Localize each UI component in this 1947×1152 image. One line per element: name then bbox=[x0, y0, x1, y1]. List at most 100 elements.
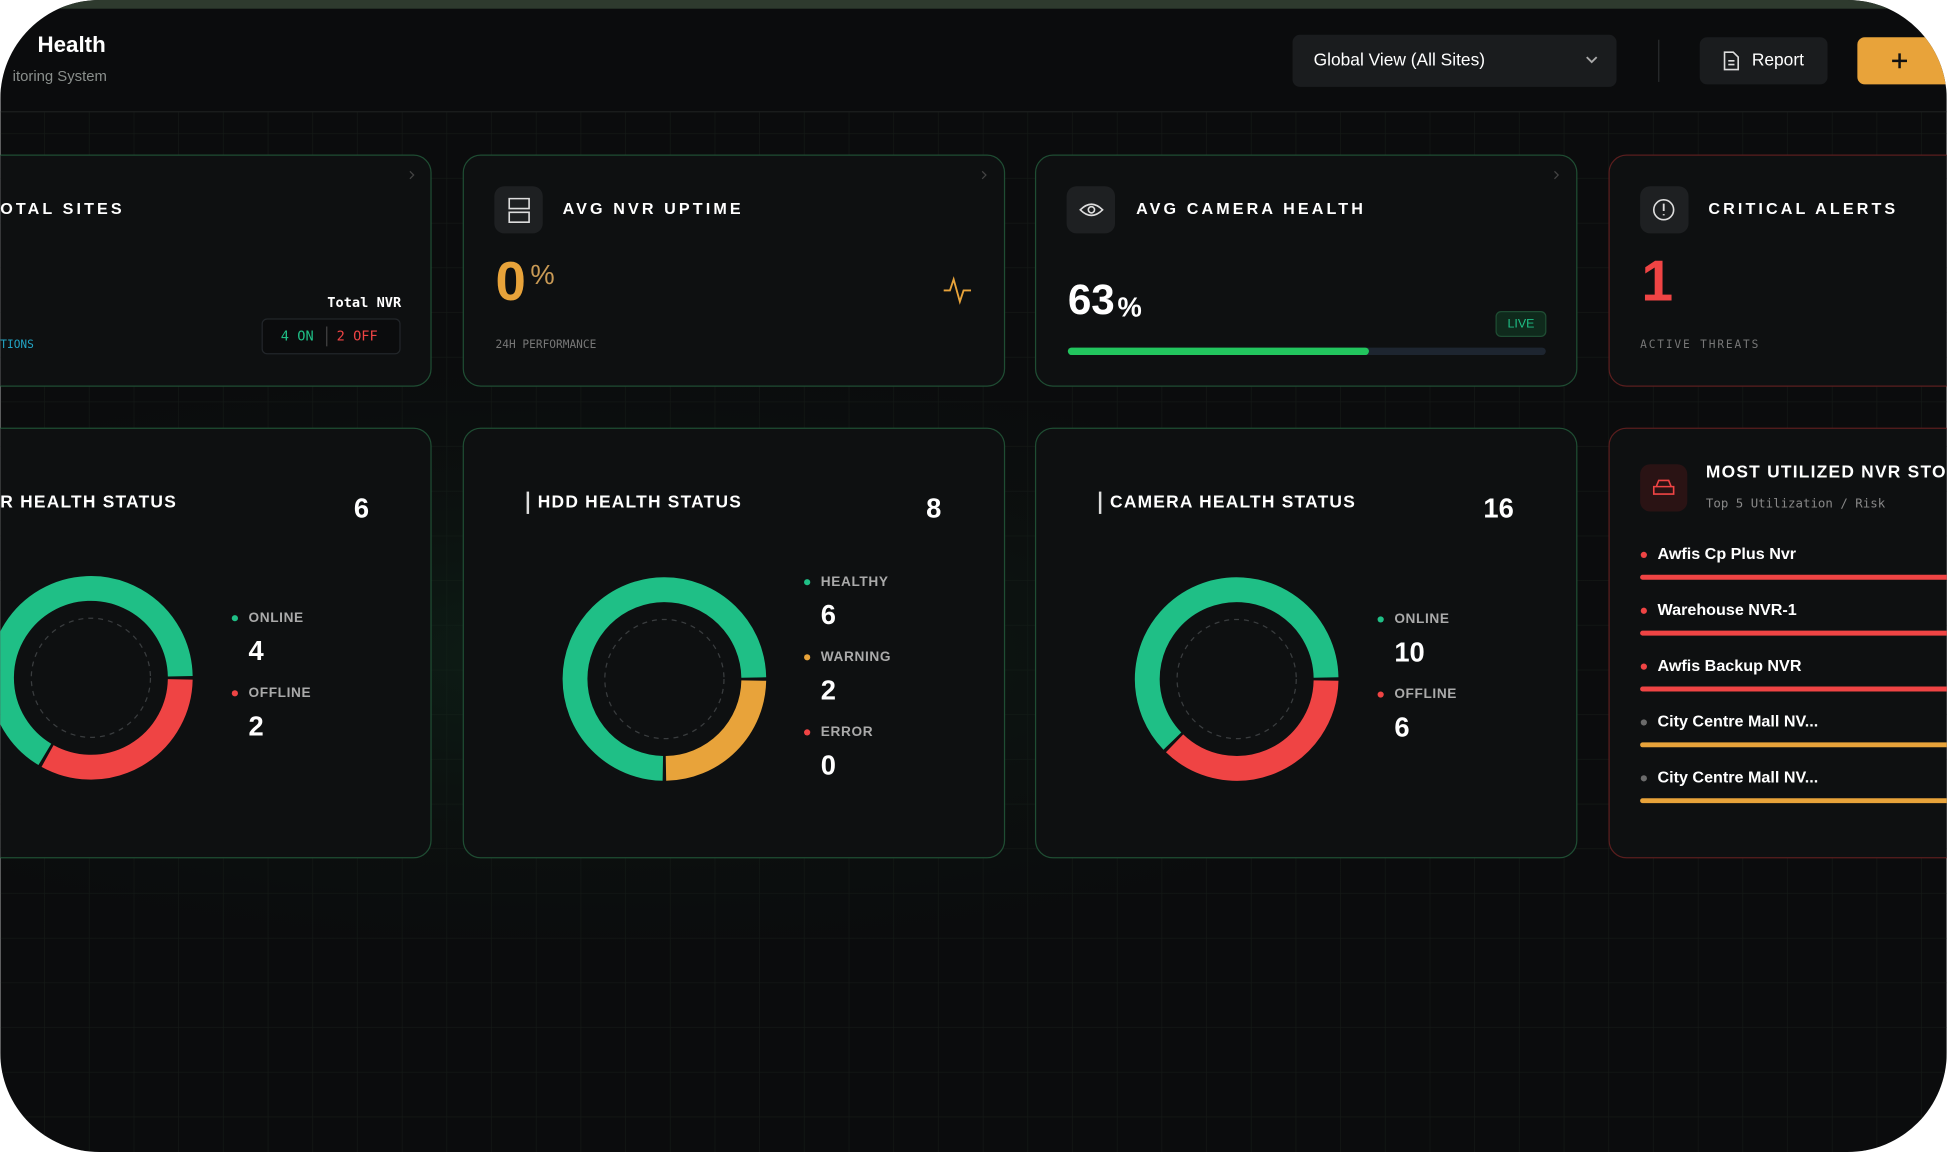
item-name: Awfis Backup NVR bbox=[1658, 657, 1802, 675]
pulse-icon bbox=[943, 276, 972, 305]
chevron bbox=[1586, 56, 1598, 64]
progress-fill bbox=[1067, 347, 1369, 356]
on-count: 4 ON bbox=[281, 328, 314, 344]
card-chevrons bbox=[409, 170, 1560, 180]
legend-dot bbox=[804, 729, 811, 736]
alerts-value: 1 bbox=[1641, 250, 1673, 314]
card-footer: ACTIVE THREATS bbox=[1640, 338, 1760, 351]
donut-segment bbox=[562, 577, 767, 781]
item-dot bbox=[1640, 775, 1647, 782]
select-text[interactable]: Global View (All Sites) bbox=[1314, 49, 1485, 69]
card[interactable] bbox=[462, 154, 1006, 387]
card-title: R HEALTH STATUS bbox=[0, 491, 177, 511]
select-box[interactable] bbox=[1292, 34, 1617, 87]
item-bar bbox=[1640, 686, 1947, 692]
camera-unit: % bbox=[1118, 291, 1142, 322]
drive-icon bbox=[1652, 479, 1675, 495]
server-icon bbox=[508, 197, 530, 224]
button-text[interactable]: Report bbox=[1752, 49, 1804, 69]
card-title: CAMERA HEALTH STATUS bbox=[1110, 491, 1356, 511]
legend-value: 2 bbox=[821, 674, 836, 705]
card-title: AVG CAMERA HEALTH bbox=[1136, 200, 1366, 218]
card-subtitle: Top 5 Utilization / Risk bbox=[1706, 496, 1886, 511]
donut-segment bbox=[1165, 680, 1339, 781]
icon-box bbox=[494, 186, 543, 234]
top-strip bbox=[0, 0, 1947, 9]
legend-dot bbox=[804, 579, 811, 586]
doc-icon bbox=[1723, 51, 1739, 71]
legend-label: ONLINE bbox=[249, 610, 304, 625]
legend-dot bbox=[1377, 691, 1384, 698]
legend-label: HEALTHY bbox=[821, 574, 889, 589]
card-total: 16 bbox=[1483, 492, 1513, 523]
legend-value: 0 bbox=[821, 749, 836, 780]
card-total: 8 bbox=[926, 492, 941, 523]
legend-label: WARNING bbox=[821, 649, 891, 664]
report-button[interactable]: Report bbox=[1699, 37, 1828, 85]
eye-icon bbox=[1079, 203, 1104, 217]
legend-dot bbox=[231, 690, 238, 697]
title-bar bbox=[526, 491, 530, 514]
app-title: Health bbox=[38, 32, 106, 57]
legend-value: 6 bbox=[1394, 712, 1409, 743]
legend-label: ONLINE bbox=[1394, 611, 1449, 626]
total-label: Total NVR bbox=[327, 295, 402, 311]
item-name: City Centre Mall NV... bbox=[1658, 713, 1819, 731]
item-bar bbox=[1640, 798, 1947, 804]
live-badge bbox=[1495, 310, 1547, 338]
legend-dot bbox=[804, 654, 811, 661]
item-bar bbox=[1640, 574, 1947, 580]
card-title: MOST UTILIZED NVR STO bbox=[1706, 462, 1947, 482]
card-title: CRITICAL ALERTS bbox=[1708, 200, 1898, 218]
legend-label: OFFLINE bbox=[1394, 686, 1457, 701]
donut-segment bbox=[665, 679, 767, 781]
button-bg[interactable] bbox=[1699, 37, 1828, 85]
item-dot bbox=[1640, 607, 1647, 614]
card[interactable] bbox=[0, 427, 432, 859]
donut-segment bbox=[0, 576, 193, 766]
item-dot bbox=[1640, 719, 1647, 726]
card[interactable] bbox=[1608, 427, 1947, 859]
site-select[interactable]: Global View (All Sites) bbox=[1292, 34, 1617, 87]
plus-icon bbox=[1892, 53, 1908, 69]
on-off-box bbox=[261, 318, 401, 355]
item-name: City Centre Mall NV... bbox=[1658, 769, 1819, 787]
item-dot bbox=[1640, 663, 1647, 670]
legend-dot bbox=[1377, 616, 1384, 623]
add-button[interactable] bbox=[1857, 37, 1947, 85]
icon-box bbox=[1640, 464, 1688, 512]
card-title: AVG NVR UPTIME bbox=[563, 200, 744, 218]
eye-pupil bbox=[1087, 205, 1096, 214]
card-title: HDD HEALTH STATUS bbox=[538, 491, 742, 511]
donut-inner bbox=[30, 617, 152, 739]
legend-label: ERROR bbox=[821, 724, 873, 739]
alert-icon bbox=[1652, 199, 1675, 221]
legend-value: 10 bbox=[1394, 636, 1424, 667]
legend-label: OFFLINE bbox=[249, 685, 312, 700]
card[interactable] bbox=[1034, 154, 1578, 387]
donut-segment bbox=[1134, 577, 1339, 750]
off-count: 2 OFF bbox=[337, 328, 378, 344]
legend-value: 6 bbox=[821, 599, 836, 630]
item-bar bbox=[1640, 742, 1947, 748]
item-dot bbox=[1640, 551, 1647, 558]
item-name: Awfis Cp Plus Nvr bbox=[1658, 545, 1797, 563]
app-subtitle: itoring System bbox=[13, 69, 107, 85]
camera-value: 63 bbox=[1068, 276, 1115, 323]
donut-inner bbox=[604, 618, 725, 740]
donut-segment bbox=[41, 678, 193, 780]
icon-box bbox=[1066, 186, 1116, 234]
item-bar bbox=[1640, 630, 1947, 636]
uptime-value: 0 bbox=[496, 251, 526, 312]
uptime-unit: % bbox=[530, 259, 554, 290]
card[interactable] bbox=[1608, 154, 1947, 387]
title-bar bbox=[1098, 491, 1102, 514]
card-footer: 24H PERFORMANCE bbox=[496, 338, 597, 351]
badge-text: LIVE bbox=[1507, 316, 1534, 330]
legend-value: 2 bbox=[249, 710, 264, 741]
card-footer: TIONS bbox=[0, 338, 34, 351]
donut-inner bbox=[1176, 618, 1297, 740]
card-title: OTAL SITES bbox=[0, 200, 125, 218]
